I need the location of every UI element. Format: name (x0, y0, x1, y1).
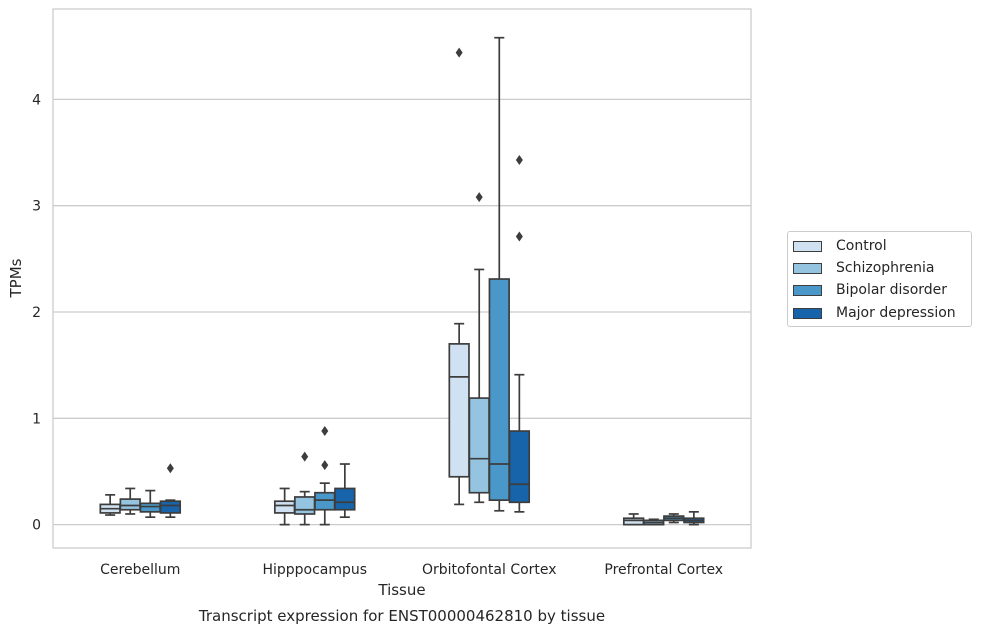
outlier-point (321, 426, 329, 437)
plot-frame (52, 8, 752, 549)
legend-item-bipolar-disorder: Bipolar disorder (793, 280, 947, 300)
outlier-point (166, 463, 174, 474)
box-iqr (273, 500, 296, 514)
box-series (99, 36, 705, 526)
y-axis-ticks: 0 1 2 3 4 (32, 92, 41, 533)
legend-swatch (793, 262, 822, 274)
legend-item-control: Control (793, 236, 887, 256)
y-tick-label: 3 (32, 199, 41, 215)
box-3-3 (683, 511, 705, 526)
x-tick-label: Hipppocampus (262, 562, 367, 578)
box-2-0 (448, 47, 470, 506)
legend-label: Major depression (836, 305, 956, 321)
y-tick-label: 2 (32, 305, 41, 321)
box-iqr (448, 343, 470, 478)
x-tick-label: Cerebellum (100, 562, 180, 578)
legend: Control Schizophrenia Bipolar disorder M… (787, 231, 972, 327)
legend-label: Schizophrenia (836, 260, 935, 276)
box-3-1 (643, 518, 665, 526)
box-iqr (334, 487, 356, 511)
y-axis-label: TPMs (7, 258, 25, 298)
box-2-1 (468, 192, 490, 504)
box-2-2 (488, 36, 510, 512)
box-iqr (488, 278, 510, 502)
box-iqr (139, 502, 161, 513)
legend-swatch (793, 284, 822, 296)
box-iqr (468, 397, 490, 494)
box-0-1 (119, 487, 141, 515)
legend-label: Control (836, 238, 887, 254)
outlier-point (455, 47, 463, 58)
box-iqr (294, 496, 316, 515)
box-iqr (119, 498, 141, 511)
x-tick-label: Orbitofontal Cortex (422, 562, 557, 578)
box-0-3 (159, 463, 182, 519)
plot-area (53, 9, 751, 548)
outlier-point (515, 231, 523, 242)
legend-label: Bipolar disorder (836, 282, 948, 298)
x-axis-ticks: Cerebellum Hipppocampus Orbitofontal Corte… (100, 562, 723, 578)
box-iqr (508, 430, 531, 504)
box-iqr (159, 500, 182, 514)
box-iqr (314, 491, 336, 511)
y-tick-label: 1 (32, 411, 41, 427)
x-axis-label: Tissue (377, 581, 425, 599)
y-tick-label: 0 (32, 518, 41, 534)
box-2-3 (508, 154, 531, 513)
legend-swatch (793, 240, 822, 252)
legend-swatch (793, 307, 822, 319)
legend-item-major-depression: Major depression (793, 303, 956, 323)
legend-item-schizophrenia: Schizophrenia (793, 258, 934, 278)
outlier-point (301, 451, 309, 462)
chart-title: Transcript expression for ENST0000046281… (198, 607, 605, 625)
box-1-3 (334, 463, 356, 519)
y-tick-label: 4 (32, 92, 41, 108)
box-1-2 (314, 426, 336, 526)
outlier-point (475, 192, 483, 203)
outlier-point (321, 460, 329, 471)
x-tick-label: Prefrontal Cortex (604, 562, 723, 578)
box-iqr (622, 517, 645, 526)
outlier-point (515, 154, 523, 165)
